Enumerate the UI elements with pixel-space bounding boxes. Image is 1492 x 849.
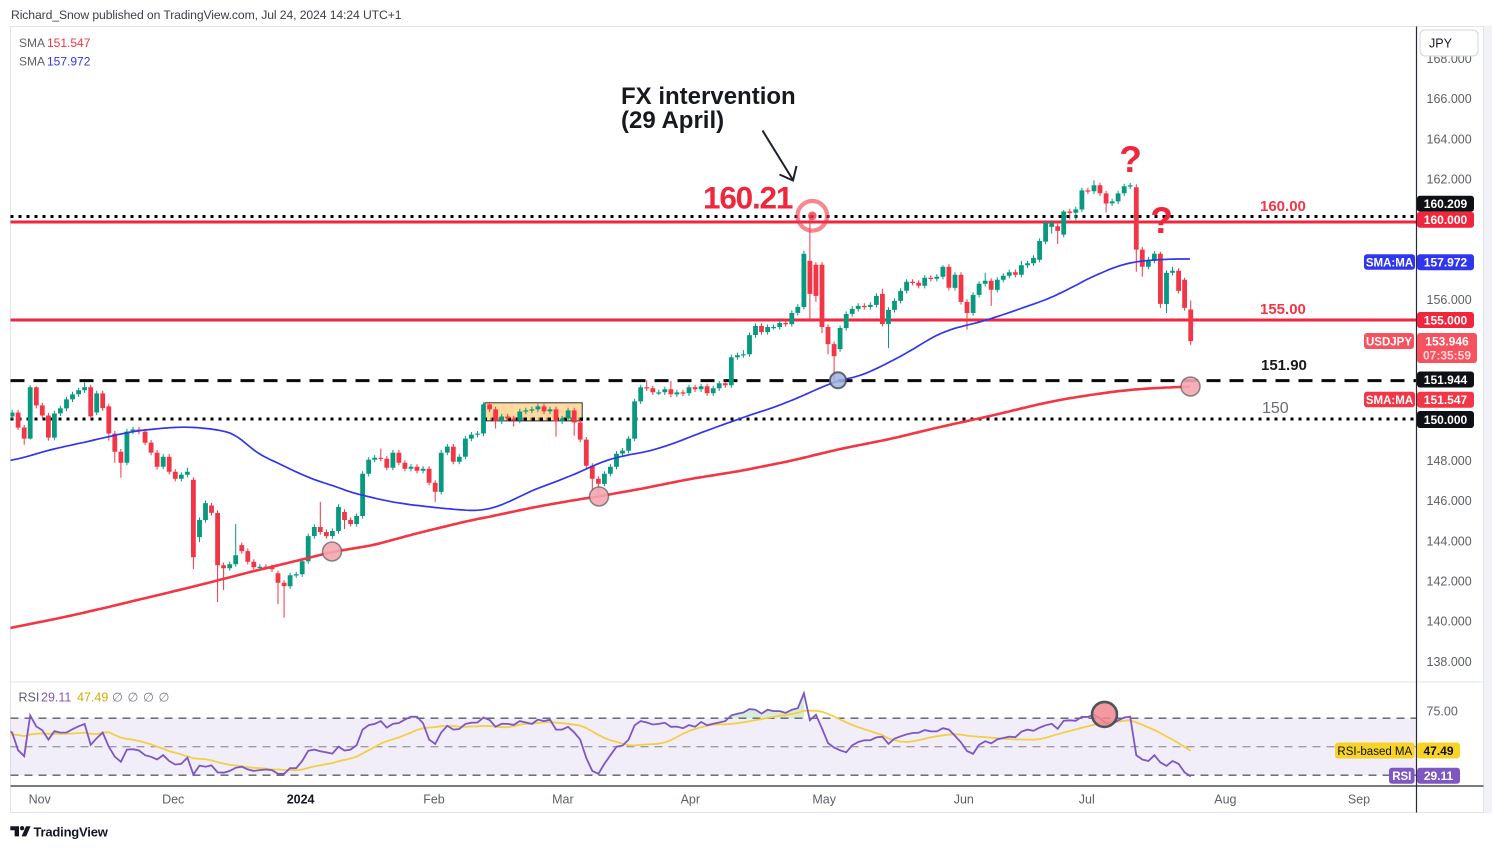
svg-text:150: 150 [1262, 400, 1289, 417]
svg-text:RSI: RSI [19, 691, 40, 705]
svg-text:151.547: 151.547 [1424, 393, 1468, 407]
svg-text:SMA:MA: SMA:MA [1366, 395, 1413, 407]
svg-text:47.49: 47.49 [1423, 744, 1453, 758]
svg-text:Aug: Aug [1214, 793, 1236, 807]
svg-text:156.000: 156.000 [1427, 293, 1472, 307]
svg-text:160.209: 160.209 [1424, 197, 1468, 211]
svg-text:155.00: 155.00 [1260, 301, 1306, 318]
svg-text:∅: ∅ [128, 691, 139, 705]
svg-text:07:35:59: 07:35:59 [1423, 349, 1471, 363]
svg-text:Jun: Jun [954, 793, 974, 807]
svg-text:153.946: 153.946 [1425, 335, 1469, 349]
svg-text:144.000: 144.000 [1427, 534, 1472, 548]
svg-text:75.00: 75.00 [1427, 704, 1458, 718]
svg-text:∅: ∅ [112, 691, 123, 705]
svg-text:157.972: 157.972 [47, 55, 91, 69]
svg-text:166.000: 166.000 [1427, 92, 1472, 106]
svg-text:157.972: 157.972 [1424, 256, 1468, 270]
svg-text:151.944: 151.944 [1424, 373, 1468, 387]
svg-text:SMA: SMA [19, 36, 45, 50]
svg-text:?: ? [1150, 200, 1173, 241]
svg-text:Mar: Mar [552, 793, 574, 807]
svg-text:160.00: 160.00 [1260, 198, 1306, 215]
svg-text:FX intervention: FX intervention [621, 83, 796, 110]
svg-text:Apr: Apr [681, 793, 700, 807]
svg-text:JPY: JPY [1429, 37, 1453, 51]
svg-text:Feb: Feb [423, 793, 445, 807]
svg-text:USDJPY: USDJPY [1366, 336, 1412, 348]
svg-text:TradingView: TradingView [34, 825, 109, 840]
svg-text:2024: 2024 [287, 793, 315, 807]
svg-text:140.000: 140.000 [1427, 615, 1472, 629]
svg-text:Jul: Jul [1079, 793, 1095, 807]
svg-text:29.11: 29.11 [41, 691, 71, 705]
svg-text:May: May [812, 793, 836, 807]
svg-text:47.49: 47.49 [77, 691, 108, 705]
svg-text:∅: ∅ [159, 691, 170, 705]
svg-text:150.000: 150.000 [1424, 413, 1468, 427]
svg-text:Richard_Snow published on Trad: Richard_Snow published on TradingView.co… [11, 8, 402, 22]
svg-text:155.000: 155.000 [1424, 313, 1468, 327]
svg-text:RSI-based MA: RSI-based MA [1337, 746, 1412, 758]
svg-text:151.547: 151.547 [47, 36, 91, 50]
svg-text:29.11: 29.11 [1424, 769, 1454, 783]
svg-text:Sep: Sep [1348, 793, 1370, 807]
svg-text:142.000: 142.000 [1427, 575, 1472, 589]
svg-text:SMA:MA: SMA:MA [1366, 257, 1413, 269]
svg-text:?: ? [1119, 139, 1142, 180]
svg-text:∅: ∅ [143, 691, 154, 705]
svg-text:148.000: 148.000 [1427, 454, 1472, 468]
svg-text:160.21: 160.21 [703, 180, 793, 216]
svg-text:151.90: 151.90 [1261, 357, 1307, 374]
svg-text:SMA: SMA [19, 55, 45, 69]
svg-text:Dec: Dec [162, 793, 184, 807]
svg-text:164.000: 164.000 [1427, 132, 1472, 146]
svg-text:138.000: 138.000 [1427, 655, 1472, 669]
svg-text:162.000: 162.000 [1427, 173, 1472, 187]
svg-text:146.000: 146.000 [1427, 494, 1472, 508]
svg-text:160.000: 160.000 [1424, 213, 1468, 227]
svg-text:Nov: Nov [29, 793, 52, 807]
svg-text:(29 April): (29 April) [621, 107, 724, 134]
svg-text:RSI: RSI [1392, 771, 1411, 783]
